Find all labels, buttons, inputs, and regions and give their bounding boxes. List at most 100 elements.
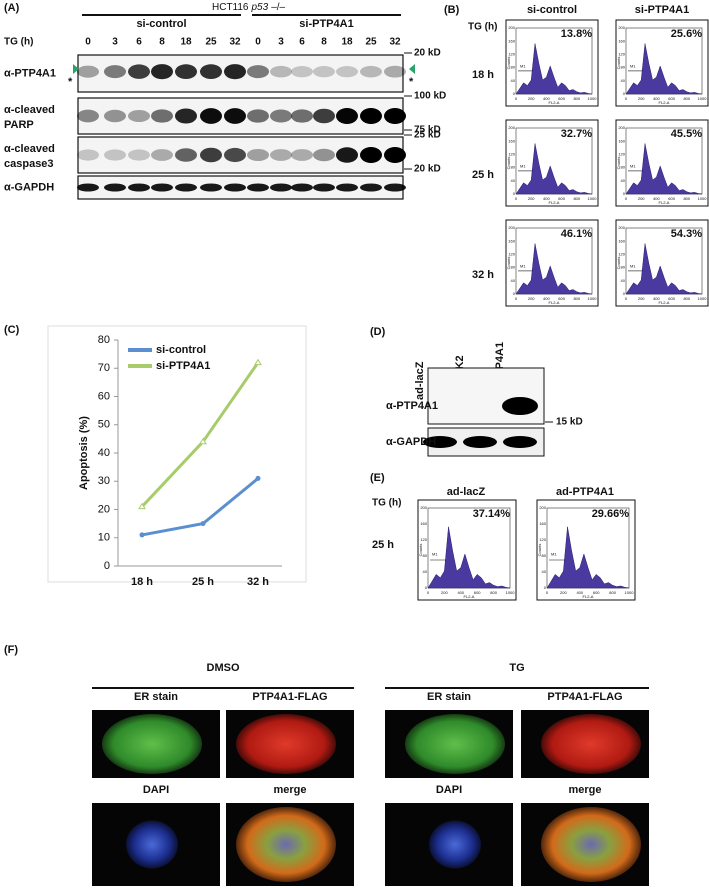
histogram-area [546, 526, 630, 589]
row-label: 25 h [472, 169, 494, 181]
y-tick-label: 160 [508, 238, 515, 243]
point [139, 532, 145, 538]
y-title: Counts [616, 57, 621, 70]
blot [427, 367, 545, 425]
cell [541, 807, 641, 882]
band [77, 65, 99, 78]
panel-label: (B) [444, 4, 460, 16]
x-tick-label: 600 [668, 96, 675, 101]
x-tick-label: 600 [474, 590, 481, 595]
panel-label: (C) [4, 324, 20, 336]
stain-label: PTP4A1-FLAG [252, 691, 327, 703]
time-point: 32 [389, 37, 401, 48]
x-tick-label: 400 [653, 196, 660, 201]
y-tick-label: 160 [618, 238, 625, 243]
band [384, 183, 406, 192]
band [291, 183, 313, 192]
arrowhead [73, 64, 79, 74]
x-tick-label: 200 [528, 96, 535, 101]
y-title: Counts [506, 157, 511, 170]
band [224, 147, 246, 163]
band [360, 65, 382, 78]
x-tick-label: 600 [558, 196, 565, 201]
y-tick-label: 80 [621, 265, 626, 270]
band [200, 183, 222, 192]
band [360, 147, 382, 163]
y-title: Counts [418, 544, 423, 557]
y-tick-label: 200 [618, 25, 625, 30]
y-tick-label: 0 [513, 291, 516, 296]
x-tick-label: 400 [576, 590, 583, 595]
y-tick-label: 200 [420, 505, 427, 510]
asterisk: * [409, 76, 414, 88]
band [175, 183, 197, 192]
band [151, 64, 173, 80]
x-tick-label: 400 [543, 196, 550, 201]
legend-label: si-control [156, 344, 206, 356]
band [175, 64, 197, 80]
time-point: 0 [255, 37, 261, 48]
y-tick-label: 200 [508, 225, 515, 230]
arrowhead [409, 64, 415, 74]
band [360, 183, 382, 192]
blot-label: α-cleaved [4, 104, 55, 116]
time-point: 6 [299, 37, 305, 48]
histogram-area [515, 243, 593, 295]
time-point: 6 [136, 37, 142, 48]
y-tick-label: 0 [513, 191, 516, 196]
y-tick-label: 80 [621, 165, 626, 170]
band [77, 109, 99, 123]
x-tick-label: 0 [625, 196, 628, 201]
header-part: HCT116 [212, 2, 249, 13]
cell [102, 714, 202, 774]
blot-label: caspase3 [4, 158, 54, 170]
x-tick-label: 800 [609, 590, 616, 595]
time-label: TG (h) [468, 22, 497, 33]
stain-label: ER stain [427, 691, 471, 703]
x-tick-label: 0 [625, 296, 628, 301]
x-title: FL2-A [549, 100, 560, 105]
blot-label: α-PTP4A1 [4, 67, 56, 79]
x-tick-label: 0 [625, 96, 628, 101]
y-tick-label: 40 [511, 78, 516, 83]
y-tick-label: 120 [420, 537, 427, 542]
percentage: 37.14% [473, 508, 511, 520]
x-title: FL2-A [583, 594, 594, 599]
y-tick-label: 40 [423, 569, 428, 574]
histogram-area [625, 243, 703, 295]
condition-label: TG [509, 662, 524, 674]
y-tick-label: 120 [618, 151, 625, 156]
x-tick-label: 200 [638, 296, 645, 301]
y-tick-label: 200 [508, 25, 515, 30]
y-tick-label: 120 [539, 537, 546, 542]
time-point: 25 [205, 37, 217, 48]
y-tick-label: 160 [508, 38, 515, 43]
blot-label: PARP [4, 119, 34, 131]
time-point: 3 [112, 37, 118, 48]
lane-label: ad-lacZ [414, 361, 426, 400]
x-tick-label: 200 [528, 296, 535, 301]
cell [236, 807, 336, 882]
histogram-area [625, 43, 703, 95]
y-tick-label: 40 [98, 447, 110, 459]
band [175, 108, 197, 124]
stain-label: merge [568, 784, 601, 796]
x-title: FL2-A [464, 594, 475, 599]
panel-label: (D) [370, 326, 386, 338]
y-tick-label: 80 [621, 65, 626, 70]
blot-label: α-GAPDH [386, 436, 436, 448]
x-tick-label: 600 [558, 96, 565, 101]
condition-label: DMSO [207, 662, 240, 674]
panel-frame [47, 325, 307, 583]
band [503, 436, 537, 448]
group-label: si-PTP4A1 [299, 18, 353, 30]
x-tick-label: 800 [573, 96, 580, 101]
band [336, 108, 358, 124]
x-title: FL2-A [549, 200, 560, 205]
percentage: 45.5% [671, 128, 702, 140]
histogram-area [625, 143, 703, 195]
cell [429, 820, 481, 869]
time-point: 8 [159, 37, 165, 48]
y-tick-label: 50 [98, 419, 110, 431]
y-title: Counts [616, 257, 621, 270]
